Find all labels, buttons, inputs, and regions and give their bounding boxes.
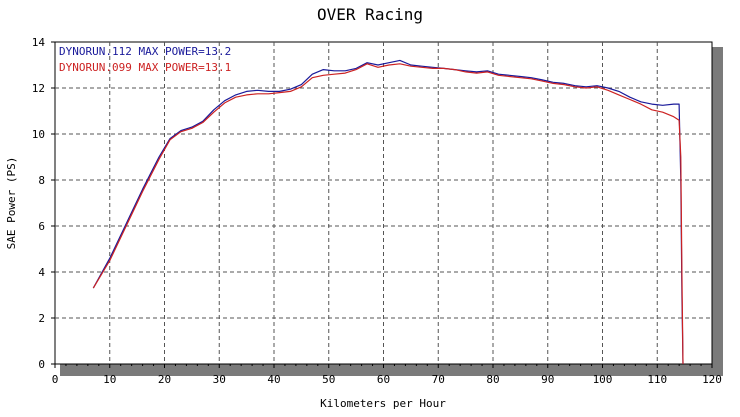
x-tick-label: 110 [647, 373, 667, 386]
x-tick-label: 120 [702, 373, 722, 386]
legend-entry-1: DYNORUN.099 MAX POWER=13.1 [59, 61, 231, 74]
y-tick-label: 6 [38, 220, 45, 233]
x-tick-label: 0 [52, 373, 59, 386]
x-tick-label: 10 [103, 373, 116, 386]
x-tick-label: 40 [267, 373, 280, 386]
x-tick-label: 20 [158, 373, 171, 386]
y-tick-label: 12 [32, 82, 45, 95]
series-layer [92, 59, 684, 365]
x-tick-label: 90 [541, 373, 554, 386]
tick-layer: 0 10 20 30 40 50 60 70 80 90 100 110 120 0 2 4 6 8 10 12 14 [32, 36, 722, 386]
y-tick-label: 14 [32, 36, 46, 49]
x-tick-label: 70 [432, 373, 445, 386]
chart-title: OVER Racing [317, 5, 423, 24]
x-tick-label: 30 [213, 373, 226, 386]
y-tick-label: 2 [38, 312, 45, 325]
x-tick-label: 50 [322, 373, 335, 386]
x-tick-label: 80 [486, 373, 499, 386]
legend-entry-0: DYNORUN.112 MAX POWER=13.2 [59, 45, 231, 58]
x-tick-label: 100 [593, 373, 613, 386]
y-tick-label: 10 [32, 128, 45, 141]
series-line-0 [92, 59, 684, 365]
x-tick-label: 60 [377, 373, 390, 386]
y-tick-label: 0 [38, 358, 45, 371]
y-axis-label: SAE Power (PS) [5, 157, 18, 250]
y-tick-label: 4 [38, 266, 45, 279]
y-tick-label: 8 [38, 174, 45, 187]
series-line-1 [92, 63, 684, 365]
legend: DYNORUN.112 MAX POWER=13.2 DYNORUN.099 MA… [59, 45, 231, 74]
x-axis-label: Kilometers per Hour [320, 397, 446, 410]
